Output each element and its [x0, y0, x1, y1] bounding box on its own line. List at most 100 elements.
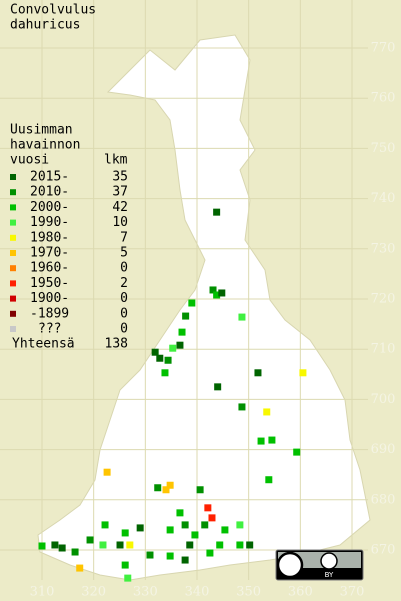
observation	[38, 542, 46, 550]
legend-swatch	[10, 295, 16, 302]
observation	[176, 509, 184, 517]
observation	[186, 541, 194, 549]
observation	[191, 531, 199, 539]
observation	[214, 383, 222, 391]
observation	[71, 548, 79, 556]
legend-label: 1900-	[30, 291, 69, 306]
observation	[126, 541, 134, 549]
legend-swatch	[10, 250, 16, 256]
observation	[99, 541, 107, 549]
y-tick-label: 670	[371, 543, 396, 558]
observation	[181, 521, 189, 529]
x-tick-label: 370	[340, 585, 365, 600]
observation	[182, 312, 190, 320]
observation	[221, 526, 229, 534]
y-tick-label: 700	[371, 392, 396, 407]
legend-count-heading: lkm	[104, 153, 128, 168]
observation	[146, 551, 154, 559]
observation	[265, 476, 273, 484]
observation	[216, 541, 224, 549]
legend-label: 1980-	[30, 230, 69, 245]
legend-count: 42	[112, 200, 128, 215]
legend-count: 37	[112, 185, 128, 200]
observation	[156, 354, 164, 362]
y-tick-label: 730	[371, 241, 396, 256]
observation	[201, 521, 209, 529]
observation	[162, 486, 170, 494]
observation	[181, 556, 189, 564]
legend-count: 0	[120, 291, 128, 306]
y-tick-label: 750	[371, 141, 396, 156]
observation	[58, 544, 66, 552]
legend-swatch	[10, 234, 16, 241]
observation	[121, 561, 129, 569]
observation	[257, 437, 265, 445]
legend-swatch	[10, 326, 16, 332]
observation	[166, 552, 174, 560]
observation	[188, 299, 196, 307]
legend-heading: vuosi	[10, 153, 49, 168]
y-tick-label: 710	[371, 342, 396, 357]
observation	[151, 348, 159, 356]
x-tick-label: 340	[185, 585, 210, 600]
legend-count: 10	[112, 215, 128, 230]
observation	[178, 328, 186, 336]
observation	[213, 291, 221, 299]
legend-count: 5	[120, 246, 128, 261]
legend-count: 0	[120, 306, 128, 321]
legend-label: 2015-	[30, 170, 69, 185]
legend-swatch	[10, 204, 16, 211]
observation	[246, 541, 254, 549]
legend-label: 2000-	[30, 200, 69, 215]
x-tick-label: 350	[236, 585, 261, 600]
observation	[103, 468, 111, 476]
legend-heading: Uusimman	[10, 123, 73, 138]
legend-swatch	[10, 219, 16, 226]
legend-label: -1899	[30, 306, 69, 321]
observation	[254, 369, 262, 377]
legend-swatch	[10, 280, 16, 287]
observation	[213, 208, 221, 216]
legend-count: 7	[120, 230, 128, 245]
y-tick-label: 680	[371, 492, 396, 507]
observation	[218, 289, 226, 297]
by-icon	[320, 552, 338, 570]
badge-label: BY	[325, 571, 334, 579]
legend-count: 0	[120, 322, 128, 337]
legend-total-label: Yhteensä	[12, 337, 75, 352]
legend-label: 1950-	[30, 276, 69, 291]
observation	[204, 504, 212, 512]
observation	[236, 541, 244, 549]
observation	[101, 521, 109, 529]
legend-heading: havainnon	[10, 138, 80, 153]
legend-label: 1970-	[30, 246, 69, 261]
observation	[51, 541, 59, 549]
legend-label: ???	[38, 322, 61, 337]
observation	[238, 403, 246, 411]
observation	[293, 448, 301, 456]
observation	[136, 524, 144, 532]
legend-label: 1990-	[30, 215, 69, 230]
observation	[196, 486, 204, 494]
legend-swatch	[10, 265, 16, 272]
observation	[166, 526, 174, 534]
legend-label: 2010-	[30, 185, 69, 200]
observations	[38, 208, 307, 582]
observation	[161, 369, 169, 377]
legend-swatch	[10, 189, 16, 196]
x-tick-label: 310	[30, 585, 55, 600]
observation	[238, 313, 246, 321]
observation	[263, 408, 271, 416]
observation	[169, 344, 177, 352]
legend-swatch	[10, 174, 16, 180]
observation	[236, 521, 244, 529]
observation	[116, 541, 124, 549]
observation	[76, 564, 84, 572]
y-tick-label: 770	[371, 41, 396, 56]
observation	[208, 514, 216, 522]
observation	[154, 484, 162, 492]
observation	[206, 549, 214, 557]
legend-count: 35	[112, 170, 128, 185]
